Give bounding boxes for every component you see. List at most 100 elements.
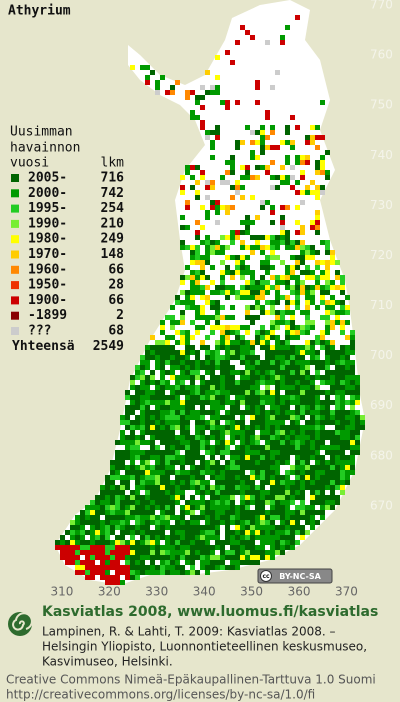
grid-cell [110,470,115,475]
grid-cell [320,445,325,450]
grid-cell [325,390,330,395]
grid-cell [140,430,145,435]
grid-cell [150,435,155,440]
grid-cell [120,520,125,525]
grid-cell [210,330,215,335]
grid-cell [300,250,305,255]
grid-cell [225,265,230,270]
grid-cell [185,505,190,510]
grid-cell [290,165,295,170]
grid-cell [325,340,330,345]
grid-cell [315,500,320,505]
grid-cell [190,115,195,120]
grid-cell [230,520,235,525]
grid-cell [135,500,140,505]
grid-cell [205,425,210,430]
grid-cell [140,375,145,380]
grid-cell [320,100,325,105]
grid-cell [310,220,315,225]
grid-cell [260,430,265,435]
grid-cell [170,325,175,330]
grid-cell [200,485,205,490]
grid-cell [245,445,250,450]
grid-cell [325,245,330,250]
grid-cell [290,300,295,305]
grid-cell [195,470,200,475]
grid-cell [340,305,345,310]
grid-cell [185,510,190,515]
grid-cell [120,565,125,570]
grid-cell [115,545,120,550]
grid-cell [270,490,275,495]
grid-cell [240,340,245,345]
grid-cell [245,370,250,375]
grid-cell [260,370,265,375]
grid-cell [150,535,155,540]
grid-cell [315,430,320,435]
grid-cell [75,555,80,560]
grid-cell [285,235,290,240]
grid-cell [320,485,325,490]
grid-cell [215,460,220,465]
grid-cell [290,430,295,435]
grid-cell [305,300,310,305]
grid-cell [175,390,180,395]
grid-cell [170,365,175,370]
grid-cell [270,185,275,190]
grid-cell [140,395,145,400]
grid-cell [200,550,205,555]
grid-cell [285,505,290,510]
grid-cell [140,360,145,365]
grid-cell [275,490,280,495]
grid-cell [275,445,280,450]
grid-cell [345,345,350,350]
grid-cell [205,255,210,260]
grid-cell [145,570,150,575]
grid-cell [210,280,215,285]
grid-cell [230,490,235,495]
grid-cell [290,515,295,520]
grid-cell [105,525,110,530]
grid-cell [90,515,95,520]
grid-cell [260,495,265,500]
grid-cell [250,220,255,225]
grid-cell [290,275,295,280]
legend-label: 2005- [28,171,67,186]
grid-cell [310,325,315,330]
grid-cell [285,380,290,385]
grid-cell [235,430,240,435]
grid-cell [140,550,145,555]
grid-cell [315,390,320,395]
grid-cell [190,175,195,180]
grid-cell [210,430,215,435]
grid-cell [210,525,215,530]
grid-cell [265,345,270,350]
badge-box [257,568,333,584]
grid-cell [270,210,275,215]
grid-cell [255,340,260,345]
grid-cell [340,455,345,460]
grid-cell [335,480,340,485]
grid-cell [270,235,275,240]
grid-cell [90,505,95,510]
grid-cell [145,450,150,455]
grid-cell [270,160,275,165]
grid-cell [285,390,290,395]
grid-cell [185,570,190,575]
grid-cell [210,435,215,440]
grid-cell [290,345,295,350]
grid-cell [220,475,225,480]
grid-cell [335,445,340,450]
grid-cell [280,385,285,390]
grid-cell [215,55,220,60]
grid-cell [270,220,275,225]
grid-cell [230,450,235,455]
grid-cell [175,300,180,305]
grid-cell [215,205,220,210]
grid-cell [300,160,305,165]
grid-cell [220,455,225,460]
grid-cell [270,255,275,260]
grid-cell [345,295,350,300]
grid-cell [185,480,190,485]
grid-cell [350,415,355,420]
